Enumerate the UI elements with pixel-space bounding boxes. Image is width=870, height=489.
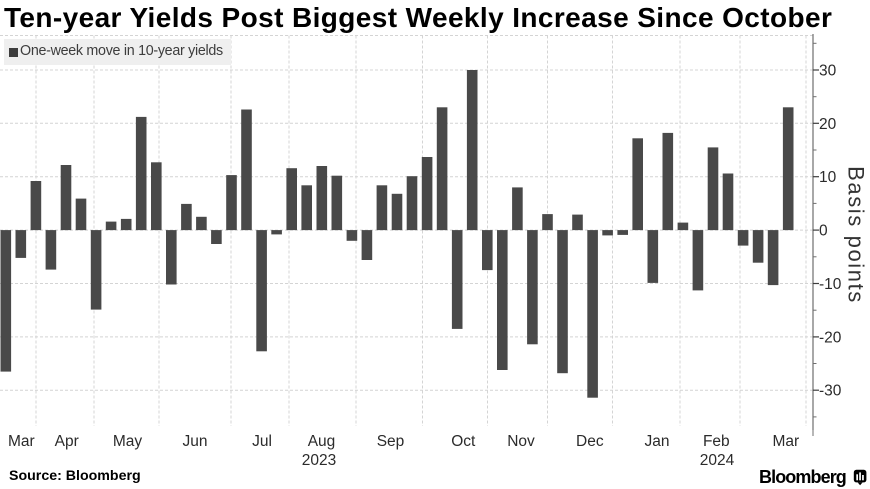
svg-text:Apr: Apr [55, 433, 79, 450]
svg-text:-30: -30 [819, 383, 842, 400]
svg-text:Sep: Sep [377, 433, 405, 450]
svg-text:0: 0 [819, 223, 828, 240]
svg-text:2024: 2024 [700, 452, 735, 469]
svg-text:-20: -20 [819, 329, 842, 346]
svg-text:20: 20 [819, 116, 837, 133]
svg-text:Mar: Mar [8, 433, 35, 450]
svg-text:Nov: Nov [507, 433, 535, 450]
svg-text:2023: 2023 [302, 452, 336, 469]
svg-text:-10: -10 [819, 276, 842, 293]
svg-text:Jun: Jun [183, 433, 208, 450]
svg-text:10: 10 [819, 169, 837, 186]
svg-text:Basis points: Basis points [844, 166, 869, 304]
svg-text:30: 30 [819, 63, 837, 80]
svg-text:Jan: Jan [645, 433, 670, 450]
svg-text:Jul: Jul [252, 433, 272, 450]
svg-text:Feb: Feb [703, 433, 730, 450]
svg-text:Aug: Aug [308, 433, 336, 450]
svg-text:Oct: Oct [451, 433, 476, 450]
svg-text:Mar: Mar [772, 433, 799, 450]
svg-text:May: May [113, 433, 143, 450]
svg-text:Dec: Dec [576, 433, 604, 450]
